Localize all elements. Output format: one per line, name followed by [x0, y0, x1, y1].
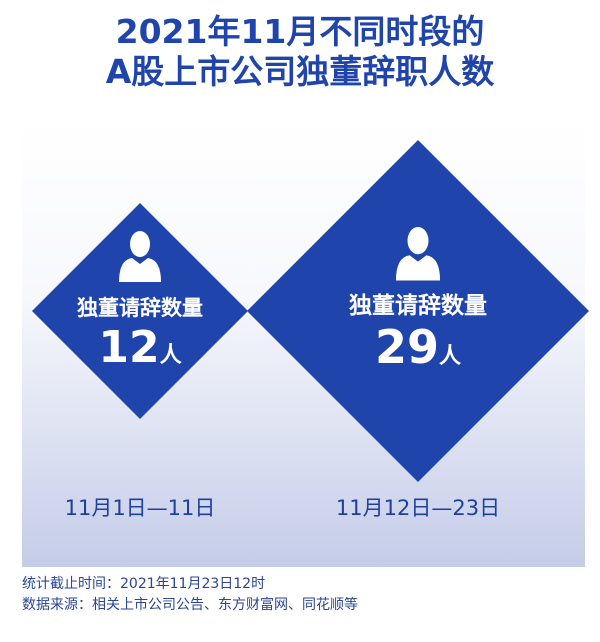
- diamond-period-1: [32, 203, 248, 419]
- title-line-2: A股上市公司独董辞职人数: [105, 52, 495, 91]
- caption-period-1: 独董请辞数量: [77, 296, 203, 320]
- person-icon: [395, 226, 441, 281]
- value-unit: 人: [439, 344, 462, 369]
- value-period-1: 12人: [40, 322, 240, 373]
- source-note: 数据来源：相关上市公司公告、东方财富网、同花顺等: [22, 597, 358, 613]
- diamond-period-2: [247, 140, 589, 482]
- value-number: 29: [374, 320, 439, 374]
- value-period-2: 29人: [318, 320, 518, 374]
- value-number: 12: [98, 322, 160, 373]
- value-unit: 人: [159, 343, 182, 368]
- person-icon: [119, 231, 161, 282]
- period-label-2: 11月12日—23日: [335, 496, 501, 520]
- caption-period-2: 独董请辞数量: [349, 293, 487, 319]
- cutoff-note: 统计截止时间：2021年11月23日12时: [22, 576, 266, 592]
- period-label-1: 11月1日—11日: [64, 496, 216, 520]
- title-line-1: 2021年11月不同时段的: [115, 12, 485, 51]
